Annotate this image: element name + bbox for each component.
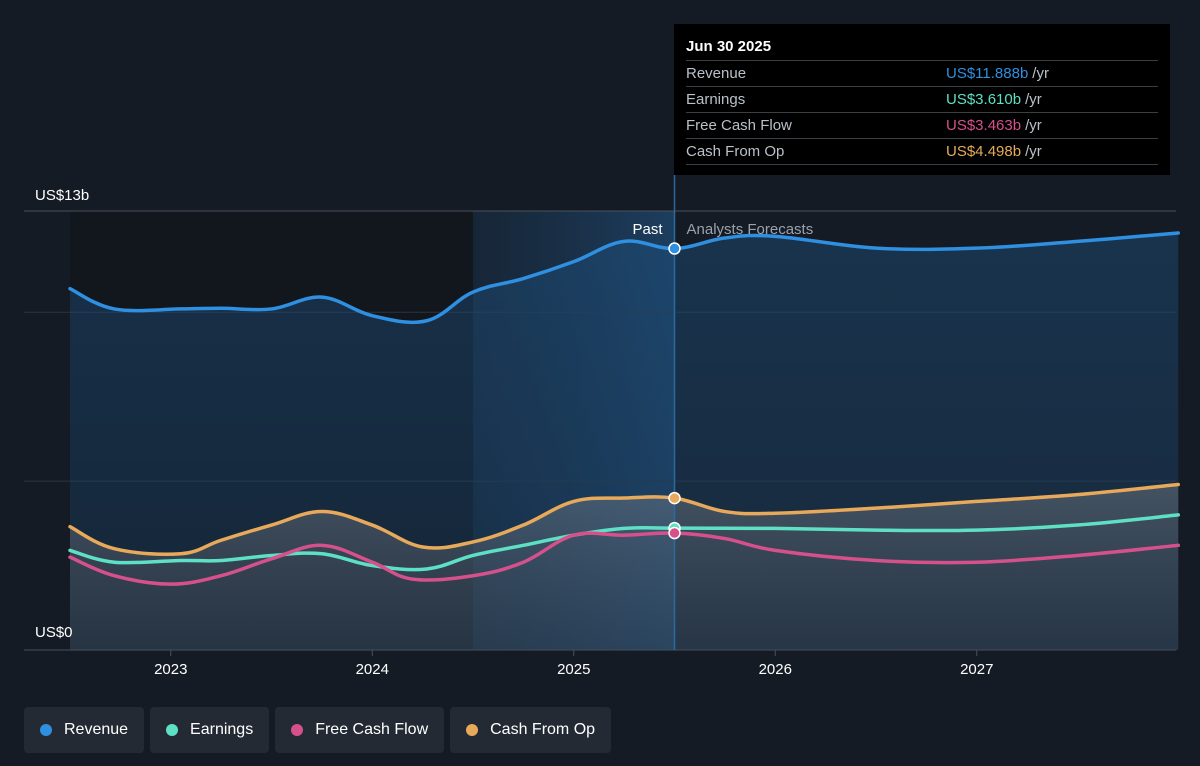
tooltip: Jun 30 2025 Revenue US$11.888b/yr Earnings… — [674, 24, 1170, 175]
legend-item-free-cash-flow[interactable]: Free Cash Flow — [275, 707, 445, 753]
series-markers — [668, 242, 681, 540]
cash-from-op-line — [68, 482, 1180, 557]
analysts-forecasts-label: Analysts Forecasts — [687, 221, 814, 238]
legend-dot-icon — [291, 724, 304, 736]
legend-label: Cash From Op — [490, 721, 596, 738]
tooltip-row: Cash From Op US$4.498b/yr — [686, 138, 1158, 165]
revenue-marker — [668, 242, 681, 255]
x-tick-label: 2027 — [960, 661, 993, 678]
legend-dot-icon — [466, 724, 479, 736]
series-areas — [70, 232, 1179, 650]
tooltip-row: Free Cash Flow US$3.463b/yr — [686, 112, 1158, 138]
legend-label: Free Cash Flow — [315, 721, 429, 738]
y-axis-bottom-label: US$0 — [35, 624, 73, 641]
x-axis-ticks: 2023 2024 2025 2026 2027 — [154, 650, 993, 678]
tooltip-row-unit: /yr — [1025, 143, 1042, 160]
y-axis-top-label: US$13b — [35, 187, 89, 204]
legend-dot-icon — [166, 724, 179, 736]
tooltip-row-name: Free Cash Flow — [686, 117, 792, 134]
past-label: Past — [632, 221, 663, 238]
x-tick-label: 2025 — [557, 661, 590, 678]
tooltip-row-unit: /yr — [1025, 91, 1042, 108]
tooltip-row-value: US$4.498b — [946, 143, 1022, 160]
free-cash-flow-marker — [668, 526, 681, 540]
cash-from-op-marker — [668, 491, 681, 505]
tooltip-row-value: US$3.463b — [946, 117, 1022, 134]
series-lines — [68, 231, 1180, 586]
cash-from-op-area — [70, 484, 1179, 650]
tooltip-date: Jun 30 2025 — [686, 38, 772, 55]
legend-item-cash-from-op[interactable]: Cash From Op — [450, 707, 612, 753]
tooltip-row-unit: /yr — [1032, 65, 1049, 82]
tooltip-row: Earnings US$3.610b/yr — [686, 86, 1158, 112]
x-tick-label: 2024 — [356, 661, 389, 678]
x-tick-label: 2026 — [759, 661, 792, 678]
legend-item-revenue[interactable]: Revenue — [24, 707, 145, 753]
legend-dot-icon — [40, 724, 52, 736]
earnings-line — [68, 513, 1180, 572]
legend-label: Earnings — [190, 721, 254, 738]
legend: Revenue Earnings Free Cash Flow Cash From O… — [24, 707, 612, 753]
x-tick-label: 2023 — [154, 661, 187, 678]
tooltip-rows: Revenue US$11.888b/yr Earnings US$3.610b/yr… — [686, 60, 1158, 165]
free-cash-flow-line — [68, 531, 1180, 586]
revenue-line — [68, 231, 1180, 325]
chart: US$13b US$0 Past Analysts Forecasts 2023… — [24, 175, 1180, 678]
tooltip-row-value: US$11.888b — [946, 65, 1029, 82]
tooltip-row-value: US$3.610b — [946, 91, 1022, 108]
tooltip-row: Revenue US$11.888b/yr — [686, 60, 1158, 86]
legend-label: Revenue — [64, 721, 129, 738]
legend-item-earnings[interactable]: Earnings — [150, 707, 270, 753]
tooltip-row-unit: /yr — [1025, 117, 1042, 134]
tooltip-row-name: Revenue — [686, 65, 747, 82]
tooltip-row-name: Earnings — [686, 91, 746, 108]
tooltip-row-name: Cash From Op — [686, 143, 785, 160]
